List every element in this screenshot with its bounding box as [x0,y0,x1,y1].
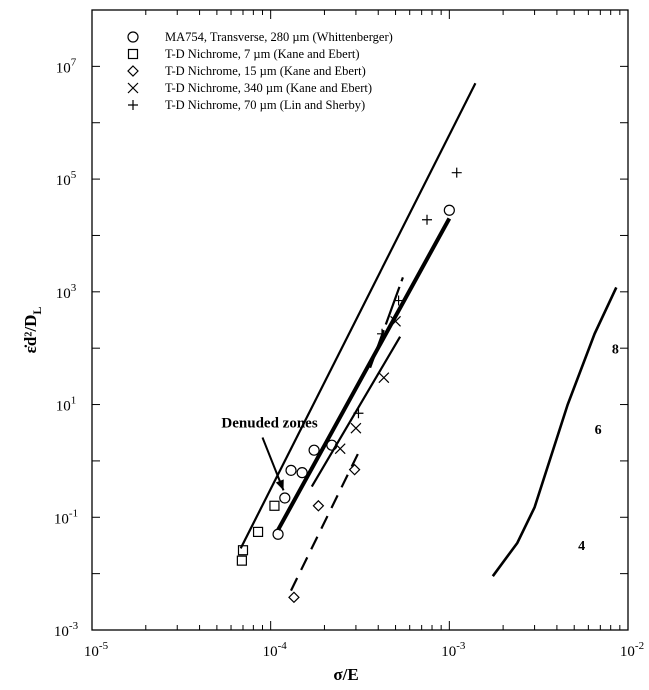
data-point-diamond [312,499,325,512]
x-axis-title: σ/E [333,665,358,684]
y-tick-label: 107 [56,56,77,76]
data-point-circle [443,204,455,216]
legend-marker-circle [127,31,139,43]
legend-marker-diamond [127,65,139,77]
data-point-diamond [288,591,300,604]
fit-lines [239,82,618,592]
data-point-circle [279,492,291,504]
fit-line-2 [239,82,477,549]
x-tick-label: 10-5 [84,640,109,660]
legend-marker-plus [128,100,138,110]
data-point-plus [422,214,433,225]
axis-ticks [91,9,629,631]
data-point-circle [308,444,320,456]
data-point-square [252,526,264,538]
legend: MA754, Transverse, 280 µm (Whittenberger… [127,30,393,112]
legend-marker-cross [127,82,139,94]
legend-label: T-D Nichrome, 15 µm (Kane and Ebert) [165,64,366,78]
data-point-cross [350,422,362,434]
data-point-cross [334,443,346,455]
x-tick-label: 10-4 [263,640,288,660]
annotation-arrow-head [275,479,284,491]
curve-label: 6 [595,423,602,438]
y-tick-label: 10-1 [54,507,78,527]
data-point-plus [353,408,364,419]
y-tick-label: 101 [56,395,77,415]
plot-border [91,9,629,631]
fit-line-1 [276,217,452,531]
legend-label: T-D Nichrome, 7 µm (Kane and Ebert) [165,47,360,61]
plot-frame [91,9,629,631]
y-axis-title-text: ε̇d²/DL [21,307,44,354]
data-point-square [236,555,247,566]
annotations: Denuded zones 4 6 8 [221,343,618,555]
legend-label: MA754, Transverse, 280 µm (Whittenberger… [165,30,393,44]
data-point-plus [377,328,388,339]
data-point-square [269,500,280,511]
data-point-diamond [348,463,361,476]
curve-label: 8 [612,343,619,358]
data-point-plus [451,167,462,178]
y-axis-title: ε̇d²/DL [21,307,44,354]
legend-marker-square [127,48,139,60]
data-point-circle [272,528,284,540]
denuded-zones-annotation: Denuded zones [221,416,317,432]
data-point-circle [285,464,297,476]
series-4 [334,315,401,455]
series-2 [236,500,280,566]
legend-label: T-D Nichrome, 340 µm (Kane and Ebert) [165,81,372,95]
y-tick-label: 105 [56,169,77,189]
data-points [236,167,462,604]
series-5 [353,167,462,419]
data-point-circle [296,467,308,479]
fit-line-3 [310,336,402,488]
data-point-square [237,545,249,556]
data-point-cross [390,315,401,327]
x-tick-label: 10-2 [620,640,644,660]
legend-label: T-D Nichrome, 70 µm (Lin and Sherby) [165,98,365,112]
tick-labels: 10-5 10-4 10-3 10-2 10-3 10-1 101 103 105 107 [54,56,644,660]
fit-line-6 [491,286,618,577]
fit-line-5 [369,277,404,369]
series-3 [288,463,361,604]
fit-line-4 [290,452,360,592]
y-tick-label: 103 [56,282,77,302]
y-tick-label: 10-3 [54,620,79,640]
curve-label: 4 [578,539,585,554]
series-1 [272,204,455,540]
data-point-plus [393,295,404,306]
x-tick-label: 10-3 [441,640,466,660]
data-point-cross [378,372,390,384]
